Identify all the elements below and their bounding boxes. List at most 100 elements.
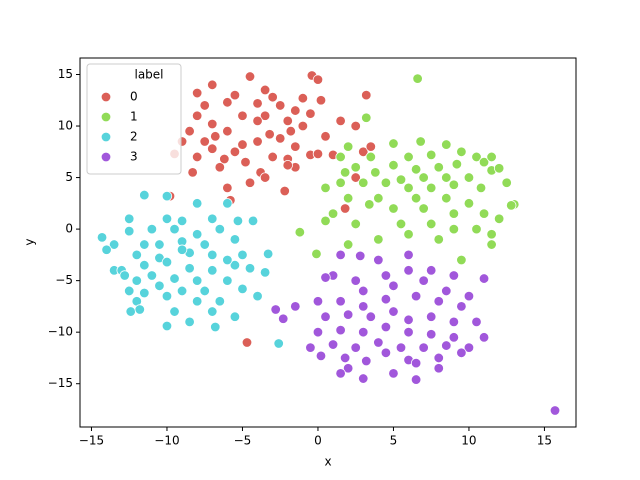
point [451,158,463,170]
point [229,259,241,271]
point [365,141,377,152]
point [124,213,135,224]
point [191,275,203,286]
point [426,329,437,340]
point [315,95,327,106]
point [214,296,226,307]
point [395,218,407,230]
point [214,223,226,235]
y-tick-label: 10 [58,119,73,133]
point [252,290,263,302]
point [388,280,399,291]
point [358,285,369,297]
point [335,115,346,127]
legend-box [86,63,182,175]
point [350,162,361,173]
x-tick-label: 15 [537,434,552,448]
point [335,368,346,379]
plot-frame [79,57,577,428]
point [456,301,467,312]
point [448,332,460,343]
point [410,357,422,369]
point [125,306,136,317]
point [264,129,275,140]
point [426,218,437,230]
point [441,172,452,183]
point [456,254,467,266]
point [415,136,426,147]
point [312,74,324,85]
point [273,338,284,349]
point [161,256,173,268]
point [244,177,256,188]
point [259,267,271,278]
point [478,332,490,343]
point [222,275,233,286]
x-tick-label: −10 [154,434,179,448]
point [358,301,369,312]
point [139,259,150,271]
point [259,172,271,183]
point [342,192,354,204]
point [426,265,437,276]
point [350,172,361,183]
point [169,306,180,317]
point [259,110,271,121]
point [358,177,369,188]
point [373,192,384,204]
point [176,244,188,255]
x-tick-label: −15 [79,434,104,448]
point [207,79,218,90]
point [373,254,384,266]
point [463,172,475,183]
point [361,355,372,367]
point [380,347,392,358]
point [252,98,263,109]
point [433,363,444,374]
point [297,92,309,104]
point [278,313,289,324]
point [410,374,422,385]
point [342,309,354,320]
point [493,163,505,174]
point [139,287,150,299]
point [199,100,210,111]
point [380,293,392,305]
point [176,285,188,297]
point [350,342,361,353]
point [478,273,490,284]
point [380,270,392,281]
point [219,153,230,165]
point [410,164,422,175]
point [410,192,422,204]
point [214,162,226,173]
point [161,320,173,332]
point [199,239,210,250]
point [101,244,112,255]
point [320,272,331,283]
point [463,198,475,209]
point [456,146,467,157]
y-tick-label: 15 [58,67,73,81]
point [108,239,120,250]
point [380,321,392,333]
y-tick-label: −15 [48,376,73,390]
point [339,167,351,178]
point [312,326,324,338]
point [403,182,414,194]
point [380,177,392,188]
point [131,249,142,261]
point [124,285,135,297]
point [350,275,361,286]
point [244,71,256,82]
point [229,234,241,245]
y-tick-label: 0 [65,222,73,236]
point [441,139,452,150]
point [475,182,487,194]
point [191,198,203,209]
point [493,213,505,224]
point [388,138,399,149]
x-tick-label: 5 [390,434,398,448]
point [342,239,354,250]
point [176,215,188,227]
